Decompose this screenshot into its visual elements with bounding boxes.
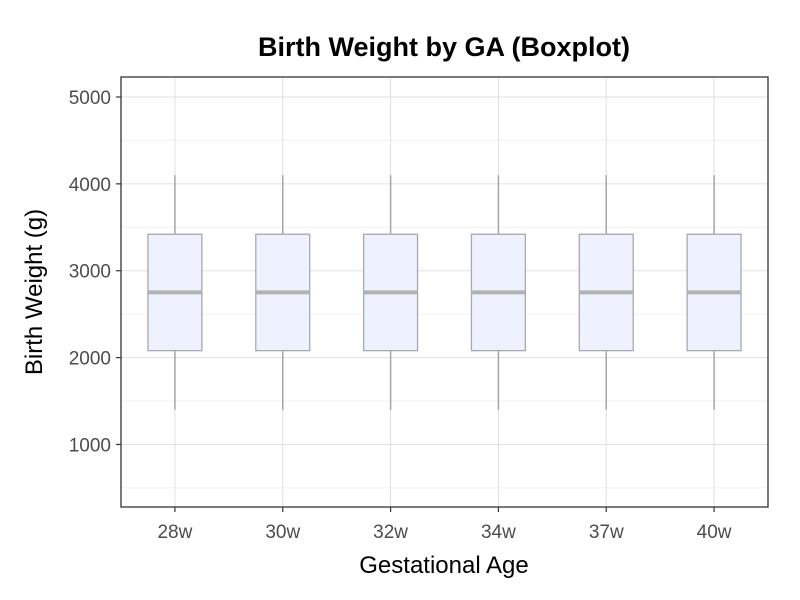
x-tick-label: 32w (373, 522, 408, 543)
panel-border (120, 76, 769, 508)
y-tick-label: 1000 (69, 435, 111, 456)
y-axis-title: Birth Weight (g) (21, 209, 48, 375)
x-tick-label: 28w (157, 522, 192, 543)
x-tick-label: 30w (265, 522, 300, 543)
x-tick-label: 34w (481, 522, 516, 543)
y-tick-label: 4000 (69, 175, 111, 196)
x-axis-title: Gestational Age (359, 552, 528, 579)
y-tick-label: 2000 (69, 349, 111, 370)
y-tick-label: 5000 (69, 88, 111, 109)
plot-panel: 1000 2000 3000 4000 5000 28w 30w 32w 34w 37w 40w (69, 76, 769, 543)
x-tick-label: 37w (589, 522, 624, 543)
x-tick-label: 40w (697, 522, 732, 543)
chart-title: Birth Weight by GA (Boxplot) (258, 32, 630, 62)
y-tick-label: 3000 (69, 262, 111, 283)
